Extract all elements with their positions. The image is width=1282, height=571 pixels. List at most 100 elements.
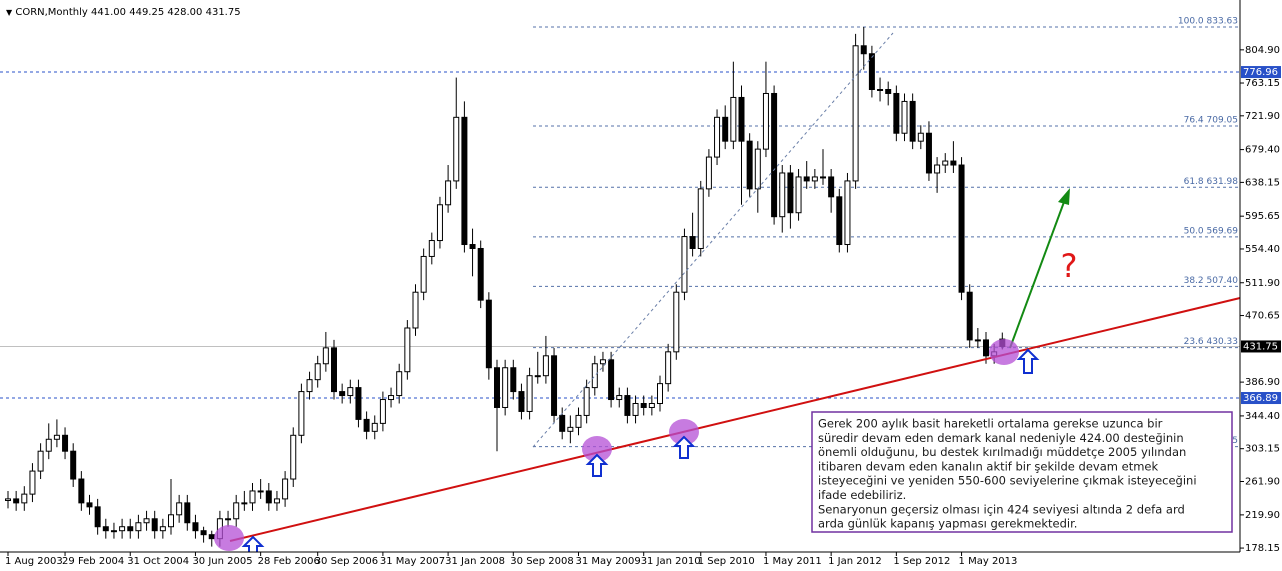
candle-body <box>469 244 476 249</box>
candle-body <box>958 164 965 293</box>
candle-body <box>461 116 468 246</box>
candle-body <box>820 176 826 179</box>
time-axis-bg <box>0 552 1282 571</box>
candle-body <box>738 96 745 142</box>
candle-body <box>241 502 248 505</box>
candle-body <box>942 160 949 166</box>
note-line: önemli olduğunu, bu destek kırılmadığı m… <box>818 445 1186 459</box>
candle-body <box>184 502 191 524</box>
level-tag <box>1241 392 1281 405</box>
x-tick-label: 30 Sep 2006 <box>315 556 378 567</box>
level-label: 366.89 <box>1243 393 1278 404</box>
fib-label: 38.2 507.40 <box>1184 276 1239 286</box>
annotations: ? Gerek 200 aylık basit hareketli ortala… <box>214 32 1241 557</box>
candle-body <box>436 204 443 242</box>
candle-body <box>78 478 85 504</box>
candle-body <box>225 518 232 521</box>
highlight <box>669 419 699 445</box>
note-line: Gerek 200 aylık basit hareketli ortalama… <box>818 417 1163 431</box>
candle-body <box>233 502 240 520</box>
candle-body <box>331 347 337 393</box>
candle-body <box>420 255 427 293</box>
candle-body <box>860 45 867 55</box>
candle-body <box>249 490 256 504</box>
candle-body <box>673 291 680 353</box>
candle-body <box>599 359 606 365</box>
candle-body <box>94 506 101 528</box>
level-tag <box>1241 66 1281 79</box>
candle-body <box>510 367 517 393</box>
candle-body <box>29 470 36 495</box>
y-tick-label: 721.90 <box>1245 111 1280 122</box>
candle-body <box>877 89 884 92</box>
candle-body <box>86 502 93 508</box>
candle-body <box>70 450 77 480</box>
note-line: Senaryonun geçersiz olması için 424 sevi… <box>818 502 1185 516</box>
candle-body <box>322 347 329 365</box>
candle-body <box>917 132 924 142</box>
candle-body <box>934 164 941 174</box>
candle-body <box>485 299 492 369</box>
symbol: CORN,Monthly <box>15 7 88 18</box>
x-tick-label: 31 May 2007 <box>380 556 445 567</box>
low-value: 428.00 <box>167 7 202 18</box>
candle-body <box>567 426 574 432</box>
candle-body <box>795 176 802 214</box>
candle-body <box>379 399 386 424</box>
candle-body <box>265 490 272 504</box>
x-tick-label: 1 Sep 2012 <box>893 556 950 567</box>
candle-body <box>640 403 647 408</box>
candle-body <box>836 196 843 246</box>
candle-body <box>828 176 835 198</box>
candle-body <box>787 172 794 214</box>
y-tick-label: 470.65 <box>1245 311 1280 322</box>
x-tick-label: 30 Sep 2008 <box>510 556 573 567</box>
candle-body <box>901 100 908 134</box>
fib-diagonal <box>532 32 894 448</box>
candle-body <box>534 375 541 378</box>
candle-body <box>697 188 704 249</box>
candle-body <box>143 518 150 524</box>
arrow-head <box>1058 188 1070 205</box>
candle-body <box>526 375 533 412</box>
candle-body <box>5 498 11 501</box>
candle-body <box>868 53 875 91</box>
candle-body <box>950 160 957 166</box>
y-tick-label: 638.15 <box>1245 177 1280 188</box>
candle-body <box>37 450 44 472</box>
candle-body <box>200 530 207 536</box>
candle-body <box>689 236 696 249</box>
y-tick-label: 679.40 <box>1245 145 1280 156</box>
price-label: 431.75 <box>1243 341 1278 352</box>
y-tick-label: 595.65 <box>1245 211 1280 222</box>
candle-body <box>779 172 786 218</box>
candle-body <box>657 383 663 405</box>
candle-body <box>746 140 753 190</box>
candle-body <box>396 371 403 397</box>
candle-body <box>730 96 737 142</box>
x-tick-label: 28 Feb 2006 <box>258 556 320 567</box>
candle-body <box>445 180 452 206</box>
candle-body <box>632 403 639 416</box>
candle-body <box>347 387 354 397</box>
up-arrow <box>585 453 609 477</box>
highlights <box>214 339 1019 551</box>
candle-body <box>575 414 582 428</box>
x-tick-label: 1 May 2011 <box>763 556 822 567</box>
candle-body <box>754 148 761 190</box>
candle-body <box>966 291 973 341</box>
trend-line <box>229 297 1241 542</box>
candle-body <box>705 156 712 190</box>
candle-body <box>494 367 500 408</box>
price-axis-bg <box>1240 0 1282 571</box>
highlight <box>989 339 1019 365</box>
candle-body <box>624 395 631 416</box>
x-tick-label: 31 Oct 2004 <box>127 556 189 567</box>
candle-body <box>852 45 859 182</box>
candle-body <box>551 355 558 416</box>
x-tick-label: 30 Jun 2005 <box>192 556 252 567</box>
candle-body <box>53 434 60 440</box>
highlight <box>582 436 612 462</box>
candle-body <box>404 327 411 373</box>
